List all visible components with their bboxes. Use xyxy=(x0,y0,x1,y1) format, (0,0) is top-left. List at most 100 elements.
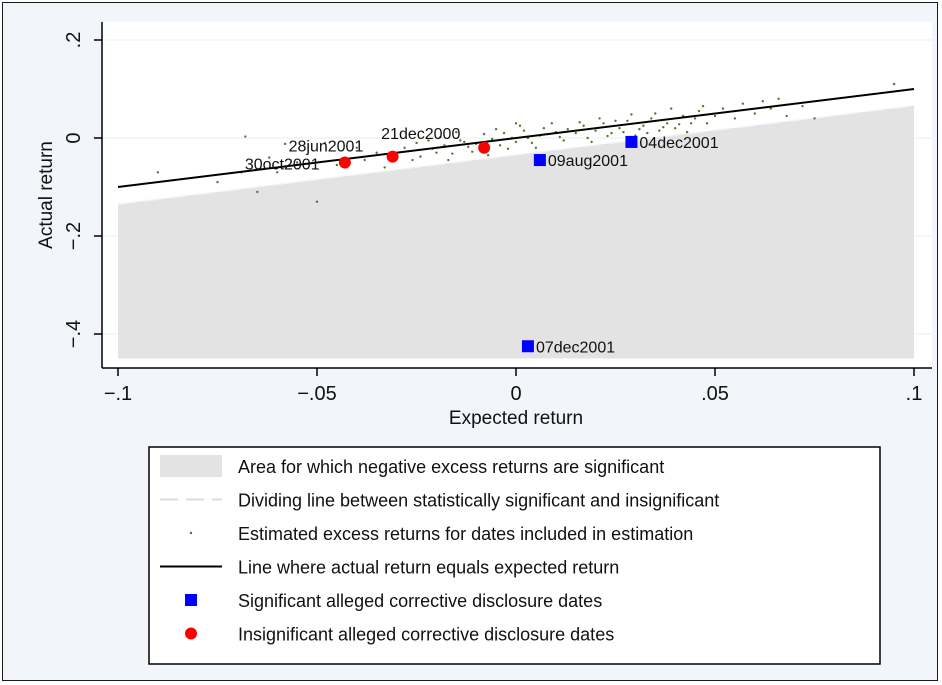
estimation-point xyxy=(427,139,430,142)
estimation-point xyxy=(693,117,697,120)
legend: Area for which negative excess returns a… xyxy=(148,446,881,665)
estimation-point xyxy=(705,122,709,125)
estimation-point xyxy=(602,122,605,125)
x-tick-label: .1 xyxy=(906,383,923,405)
estimation-point xyxy=(283,142,287,146)
estimation-point xyxy=(666,122,669,125)
legend-entry: Dividing line between statistically sign… xyxy=(160,491,719,511)
equality-line xyxy=(117,88,915,188)
legend-entry: Significant alleged corrective disclosur… xyxy=(185,591,602,611)
estimation-point xyxy=(335,163,339,167)
estimation-point xyxy=(658,129,661,132)
estimation-point xyxy=(606,134,609,138)
estimation-point xyxy=(801,104,804,108)
y-axis-label: Actual return xyxy=(36,141,57,249)
insignificant-date-marker xyxy=(338,156,351,169)
estimation-point xyxy=(590,140,593,144)
estimation-point xyxy=(578,121,581,124)
legend-circle-swatch xyxy=(185,627,197,640)
estimation-point xyxy=(375,151,378,154)
legend-label: Area for which negative excess returns a… xyxy=(238,457,664,477)
estimation-point xyxy=(459,139,462,142)
estimation-point xyxy=(642,124,645,127)
estimation-point xyxy=(463,140,466,144)
estimation-point xyxy=(355,146,358,149)
estimation-point xyxy=(630,113,633,116)
insignificant-date-marker xyxy=(386,150,399,163)
estimation-point xyxy=(534,146,538,149)
estimation-point xyxy=(622,130,625,134)
estimation-point xyxy=(697,109,701,113)
y-tick-label: 0 xyxy=(63,132,85,143)
estimation-point xyxy=(598,117,601,120)
estimation-point xyxy=(550,122,554,125)
legend-entry: Estimated excess returns for dates inclu… xyxy=(189,524,693,544)
estimation-point xyxy=(295,161,299,164)
significant-date-label: 07dec2001 xyxy=(536,339,615,356)
insignificant-date-marker xyxy=(478,141,491,154)
legend-label: Significant alleged corrective disclosur… xyxy=(238,591,602,611)
estimation-point xyxy=(502,131,506,135)
significant-date-marker xyxy=(521,340,534,353)
insignificant-date-label: 21dec2000 xyxy=(381,126,460,143)
x-tick-label: −.05 xyxy=(297,383,336,405)
estimation-point xyxy=(514,140,518,144)
legend-label: Dividing line between statistically sign… xyxy=(238,491,719,511)
x-tick-label: −.1 xyxy=(104,383,132,405)
estimation-point xyxy=(494,127,498,131)
estimation-point xyxy=(674,127,677,130)
estimation-point xyxy=(518,124,522,127)
significant-date-marker xyxy=(625,135,638,148)
estimation-point xyxy=(638,127,641,131)
estimation-point xyxy=(777,97,780,101)
estimation-point xyxy=(216,180,219,184)
significant-date-label: 04dec2001 xyxy=(639,135,718,152)
estimation-point xyxy=(315,200,319,203)
x-tick-label: .05 xyxy=(701,383,729,405)
estimation-point xyxy=(363,158,366,162)
estimation-point xyxy=(670,107,673,110)
estimation-point xyxy=(813,117,816,120)
insignificant-date-label: 30oct2001 xyxy=(245,157,320,174)
legend-dot-swatch xyxy=(189,531,193,535)
legend-label: Insignificant alleged corrective disclos… xyxy=(238,625,614,645)
estimation-point xyxy=(276,171,279,174)
dividing-line xyxy=(117,104,915,205)
estimation-point xyxy=(558,135,561,139)
estimation-point xyxy=(626,119,629,123)
estimation-point xyxy=(498,144,502,147)
estimation-point xyxy=(435,151,438,154)
significant-date-marker xyxy=(533,154,546,167)
estimation-point xyxy=(586,136,589,140)
legend-area-swatch xyxy=(160,455,222,477)
estimation-point xyxy=(383,166,386,169)
estimation-point xyxy=(646,131,649,135)
estimation-point xyxy=(530,141,534,145)
estimation-point xyxy=(618,127,621,130)
estimation-point xyxy=(733,117,737,120)
legend-entry: Insignificant alleged corrective disclos… xyxy=(185,625,614,645)
estimation-point xyxy=(411,158,414,162)
x-axis-label: Expected return xyxy=(449,408,583,429)
significance-region xyxy=(118,105,914,359)
estimation-point xyxy=(677,123,681,126)
estimation-point xyxy=(522,129,526,132)
estimation-point xyxy=(662,126,665,129)
estimation-point xyxy=(753,112,756,115)
significant-date-label: 09aug2001 xyxy=(548,153,628,170)
estimation-point xyxy=(244,135,247,138)
estimation-point xyxy=(650,117,653,120)
estimation-point xyxy=(785,114,788,118)
estimation-point xyxy=(562,139,565,142)
estimation-point xyxy=(447,158,450,162)
estimation-point xyxy=(614,119,617,123)
estimation-point xyxy=(482,132,486,136)
legend-entry: Area for which negative excess returns a… xyxy=(160,455,664,477)
estimation-point xyxy=(654,112,657,115)
estimation-point xyxy=(471,150,474,153)
estimation-point xyxy=(582,124,585,127)
estimation-point xyxy=(610,131,613,135)
estimation-point xyxy=(415,141,418,145)
